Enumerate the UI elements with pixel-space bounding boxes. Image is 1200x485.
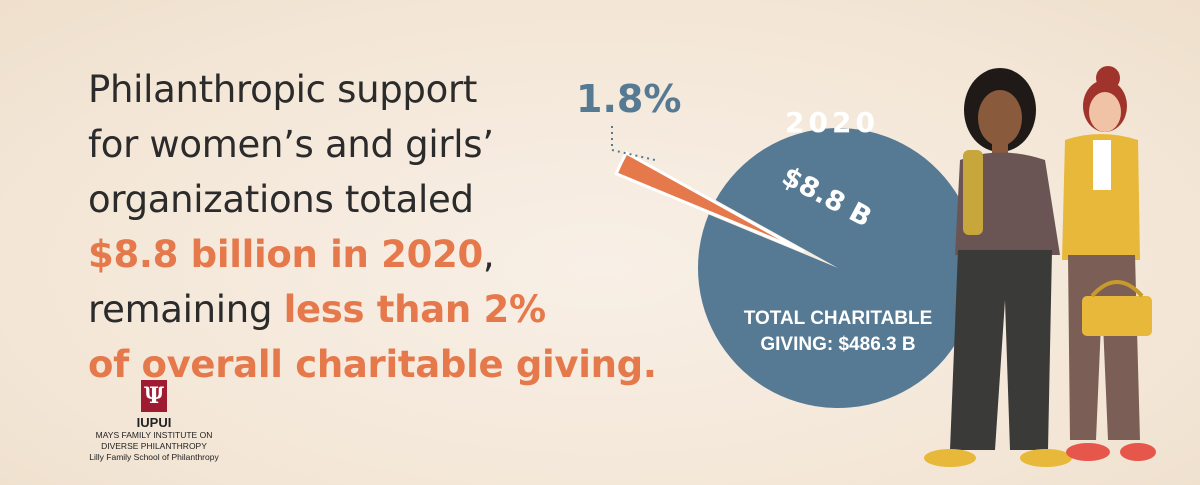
pie-slice-women-girls <box>614 150 805 253</box>
trident-logo-icon: Ψ <box>141 380 167 412</box>
headline-line-2: for women’s and girls’ <box>88 123 494 166</box>
woman-right-illustration <box>1062 66 1156 461</box>
woman-left-illustration <box>924 68 1072 467</box>
headline-remaining: remaining <box>88 288 284 331</box>
leader-line-diagonal <box>611 149 656 161</box>
iupui-logo: Ψ IUPUI MAYS FAMILY INSTITUTE ON DIVERSE… <box>84 380 224 463</box>
headline-line-6: of overall charitable giving. <box>88 343 657 386</box>
headline-line-1: Philanthropic support <box>88 68 478 111</box>
logo-name: IUPUI <box>136 415 172 430</box>
headline: Philanthropic support for women’s and gi… <box>88 62 657 392</box>
headline-line-5: remaining less than 2% <box>88 282 648 337</box>
pie-slice-remaining <box>697 128 978 409</box>
headline-comma: , <box>482 233 495 276</box>
total-label-line-1: TOTAL CHARITABLE <box>744 308 933 329</box>
slice-percent-label: 1.8% <box>576 77 681 121</box>
headline-line-3: organizations totaled <box>88 178 474 221</box>
headline-amount: $8.8 billion in 2020 <box>88 233 483 276</box>
headline-percent: less than 2% <box>283 288 546 331</box>
logo-institute: MAYS FAMILY INSTITUTE ON <box>95 430 213 440</box>
headline-line-4: $8.8 billion in 2020, <box>88 227 648 282</box>
logo-institute-2: DIVERSE PHILANTHROPY <box>101 441 207 451</box>
chart-year-label: 2020 <box>785 106 879 139</box>
total-label-line-2: GIVING: $486.3 B <box>760 334 915 355</box>
logo-school: Lilly Family School of Philanthropy <box>89 452 219 462</box>
